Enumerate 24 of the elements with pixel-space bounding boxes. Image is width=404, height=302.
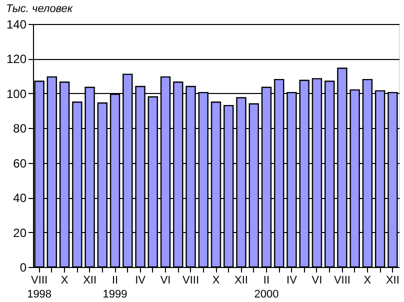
x-tick-label: II 1999 [102,274,128,300]
y-tick-label: 40 [13,191,27,206]
x-tick-label: X [212,274,220,286]
x-tick-label: II 2000 [254,274,279,300]
x-tick-label: XII [83,274,97,286]
y-tick-label: 60 [13,156,27,170]
y-axis-title: Тыс. человек [6,3,74,15]
x-tick-label: VIII [182,274,200,286]
y-tick-label: 80 [13,122,27,136]
x-tick-label: VIII 1998 [27,274,52,300]
x-tick-label: IV [135,274,146,286]
x-tick-label: IV [286,274,298,286]
y-tick-label: 100 [6,86,27,101]
y-tick-label: 140 [6,18,27,32]
x-tick-label: XII [234,274,248,286]
x-tick-label: XII [386,274,400,286]
x-tick-label: VI [160,274,171,286]
y-tick-label: 120 [6,52,27,66]
y-tick-label: 20 [13,226,27,240]
x-tick-label: VIII [334,274,350,286]
y-tick-label: 0 [20,260,27,274]
x-tick-label: X [364,274,372,286]
x-tick-label: VI [312,274,322,286]
x-tick-label: X [60,274,69,286]
